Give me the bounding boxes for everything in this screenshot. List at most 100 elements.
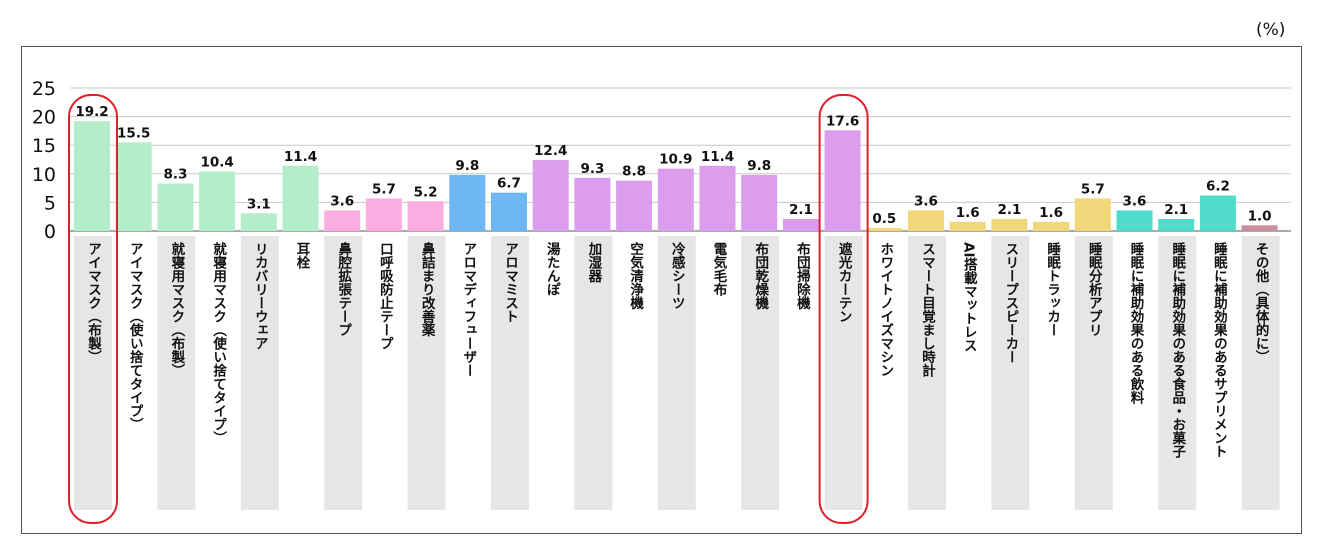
bar — [199, 171, 236, 231]
category-label: 鼻腔拡張テープ — [335, 241, 353, 337]
value-label: 2.1 — [997, 202, 1021, 218]
category-label: 就寝用マスク（使い捨てタイプ） — [210, 241, 228, 445]
bar — [240, 213, 277, 231]
bar — [532, 160, 569, 231]
value-label: 11.4 — [284, 149, 317, 165]
category-label: 睡眠分析アプリ — [1086, 242, 1103, 337]
category-label: 布団掃除機 — [794, 241, 811, 311]
category-band — [657, 236, 696, 510]
category-band — [574, 236, 613, 510]
value-label: 0.5 — [872, 211, 896, 227]
y-tick-label: 0 — [44, 221, 56, 243]
value-label: 5.2 — [414, 184, 438, 200]
category-label: 布団乾燥機 — [752, 241, 769, 311]
category-label: 加湿器 — [585, 242, 603, 284]
category-label: 就寝用マスク（布製） — [168, 241, 186, 377]
value-label: 10.4 — [200, 155, 233, 171]
value-label: 12.4 — [534, 143, 567, 159]
category-band — [407, 236, 446, 510]
value-label: 3.1 — [247, 196, 271, 212]
bar — [991, 218, 1028, 231]
unit-label: (%) — [1256, 20, 1286, 40]
bar — [1241, 225, 1278, 231]
value-label: 3.6 — [330, 193, 354, 209]
value-label: 8.3 — [163, 167, 187, 183]
category-band — [1074, 236, 1113, 510]
y-tick-label: 10 — [32, 164, 56, 186]
bar — [782, 218, 819, 231]
category-label: 冷感シーツ — [669, 241, 686, 310]
bar — [282, 165, 319, 231]
category-band — [741, 236, 780, 510]
value-label: 9.8 — [747, 158, 771, 174]
y-tick-label: 25 — [32, 78, 56, 100]
bar — [1158, 218, 1195, 231]
category-label: アロマディフューザー — [460, 242, 477, 377]
value-label: 15.5 — [117, 125, 150, 141]
value-label: 8.8 — [622, 164, 646, 180]
value-label: 2.1 — [789, 202, 813, 218]
bar — [1116, 210, 1153, 231]
bar — [449, 174, 486, 231]
value-label: 1.6 — [1039, 205, 1063, 221]
highlight-outline — [818, 94, 869, 524]
y-tick-label: 15 — [32, 135, 56, 157]
bar — [1033, 221, 1070, 231]
category-label: 睡眠トラッカー — [1044, 242, 1061, 337]
bar — [157, 183, 194, 231]
chart-frame — [21, 46, 1302, 534]
category-band — [908, 236, 946, 510]
bar — [365, 198, 402, 231]
bar — [407, 201, 444, 231]
category-label: アイマスク（使い捨てタイプ） — [127, 242, 145, 431]
value-label: 11.4 — [701, 149, 734, 165]
value-label: 5.7 — [372, 181, 396, 197]
category-band — [240, 236, 279, 510]
bar — [1199, 195, 1236, 231]
category-label: 空気清浄機 — [627, 241, 644, 311]
value-label: 9.3 — [580, 161, 604, 177]
bar — [115, 142, 152, 231]
category-band — [1241, 236, 1280, 510]
value-label: 3.6 — [914, 193, 938, 209]
category-label: 睡眠に補助効果のある飲料 — [1128, 242, 1146, 406]
value-label: 3.6 — [1123, 193, 1147, 209]
category-label: スマート目覚まし時計 — [919, 242, 936, 378]
bar — [616, 180, 653, 231]
category-label: アロマミスト — [502, 242, 518, 323]
value-label: 9.8 — [455, 158, 479, 174]
category-band — [491, 236, 529, 510]
value-label: 19.2 — [75, 104, 108, 120]
category-label: 鼻詰まり改善薬 — [419, 241, 436, 338]
category-label: 電気毛布 — [711, 241, 728, 298]
y-tick-label: 20 — [32, 107, 56, 129]
category-label: アイマスク（布製） — [85, 242, 103, 364]
category-band — [824, 236, 863, 510]
category-band — [157, 236, 196, 510]
category-band — [74, 236, 112, 510]
category-label: 睡眠に補助効果のあるサプリメント — [1211, 242, 1229, 458]
category-label: 湯たんぽ — [544, 241, 561, 297]
category-band — [1158, 236, 1197, 510]
value-label: 5.7 — [1081, 181, 1105, 197]
bar — [866, 228, 903, 231]
category-label: AI搭載マットレス — [961, 242, 978, 352]
highlight-outline — [68, 94, 118, 524]
bar — [741, 174, 778, 231]
category-label: その他（具体的に） — [1253, 242, 1271, 364]
bar — [824, 130, 861, 231]
value-label: 6.7 — [497, 176, 521, 192]
bar — [574, 177, 611, 231]
value-label: 2.1 — [1164, 202, 1188, 218]
bar — [324, 210, 361, 231]
category-label: スリープスピーカー — [1002, 242, 1018, 364]
category-band — [324, 236, 363, 510]
bar — [657, 168, 694, 231]
value-label: 1.0 — [1248, 208, 1272, 224]
bar — [74, 121, 110, 231]
category-label: リカバリーウェア — [252, 242, 269, 350]
bar — [908, 210, 944, 231]
value-label: 6.2 — [1206, 179, 1230, 195]
value-label: 17.6 — [826, 113, 859, 129]
